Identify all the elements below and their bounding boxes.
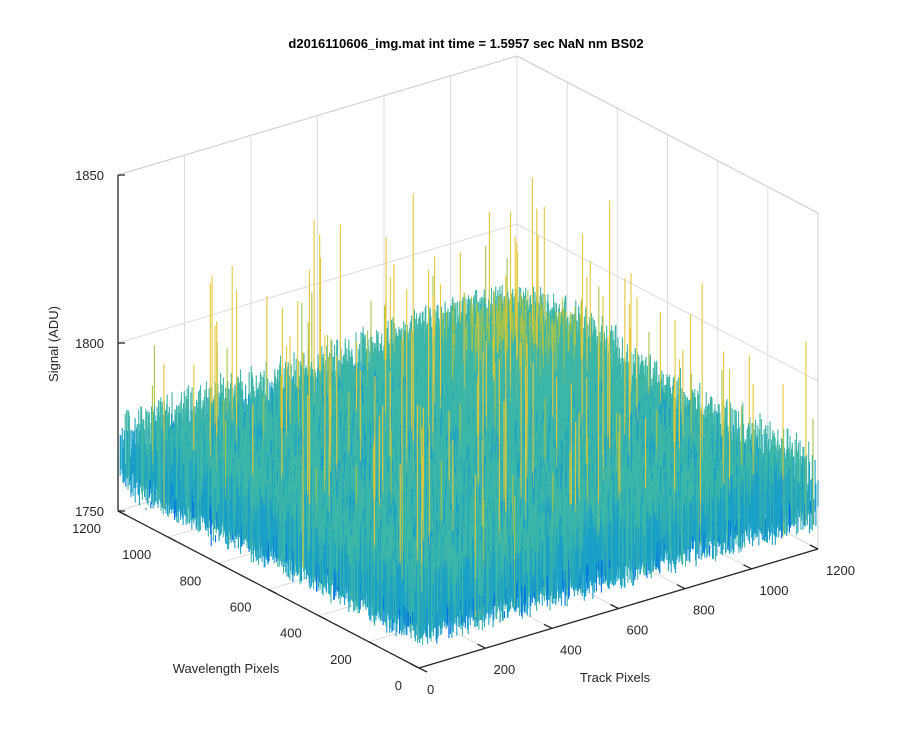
back-wall-grid-line <box>117 223 518 344</box>
right-wall-grid-line <box>516 223 819 382</box>
box-edge <box>117 55 518 176</box>
box-edge <box>516 55 819 214</box>
surface-mesh <box>117 177 819 645</box>
